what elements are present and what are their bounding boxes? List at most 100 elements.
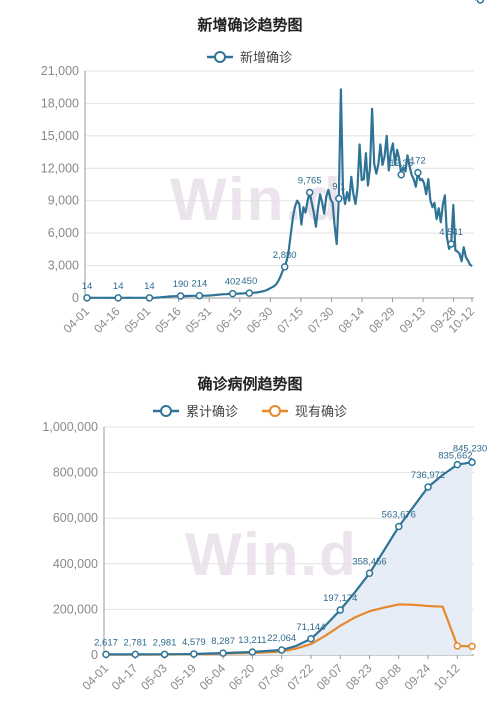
x-tick-label: 06-04 <box>197 661 229 693</box>
data-label: 402 <box>225 277 241 288</box>
data-point <box>131 650 140 659</box>
data-label: 172 <box>410 156 426 167</box>
data-point <box>245 289 254 297</box>
data-label: 736,972 <box>411 470 445 481</box>
y-tick-label: 200,000 <box>53 602 98 616</box>
data-label: 214 <box>191 279 207 290</box>
data-label: 358,456 <box>352 556 386 567</box>
data-point <box>414 168 422 177</box>
data-point <box>476 0 485 4</box>
data-point <box>195 291 204 300</box>
legend-label: 现有确诊 <box>295 405 347 420</box>
x-tick-label: 07-30 <box>305 304 337 336</box>
data-point <box>305 188 314 197</box>
data-label: 8,287 <box>211 636 235 647</box>
x-tick-label: 10-12 <box>431 661 463 693</box>
data-point <box>176 292 185 300</box>
data-label: 450 <box>241 276 257 287</box>
x-tick-label: 09-24 <box>402 661 434 693</box>
x-tick-label: 05-31 <box>183 304 215 336</box>
data-label: 71,144 <box>296 622 325 633</box>
y-tick-label: 6,000 <box>48 226 79 240</box>
data-point <box>145 294 154 302</box>
x-tick-label: 06-30 <box>244 304 276 336</box>
data-label: 2,880 <box>273 250 297 261</box>
data-label: 9,1 <box>332 182 345 193</box>
x-tick-label: 05-16 <box>152 304 184 336</box>
x-tick-label: 05-03 <box>138 661 170 693</box>
data-point <box>395 522 403 531</box>
data-point-active <box>468 642 476 651</box>
chart-title: 新增确诊趋势图 <box>197 16 303 34</box>
x-tick-label: 04-17 <box>109 661 141 693</box>
cases-trend-chart: Win.d 累计确诊 现有确诊 0 200,000 400,000 600,000 800,… <box>0 365 500 712</box>
new-cases-chart-canvas: 新增确诊 0 3,000 6,000 9,000 12,000 15,000 18,000 21… <box>41 0 492 336</box>
data-point <box>447 240 455 248</box>
data-label: 190 <box>173 279 189 290</box>
x-tick-label: 08-29 <box>366 304 398 336</box>
y-tick-label: 600,000 <box>53 511 98 525</box>
series-line-new-cases <box>87 88 473 299</box>
y-tick-label: 0 <box>91 648 98 662</box>
data-label: 13,211 <box>238 635 266 646</box>
x-tick-label: 05-19 <box>167 661 199 693</box>
x-tick-label: 07-15 <box>274 304 306 336</box>
data-point <box>424 483 432 491</box>
data-point <box>280 263 289 271</box>
x-tick-label: 06-20 <box>226 661 258 693</box>
data-label: 845,230 <box>453 443 487 454</box>
y-tick-label: 3,000 <box>48 259 79 273</box>
chart-title: 确诊病例趋势图 <box>197 375 303 393</box>
cases-trend-chart-canvas: 累计确诊 现有确诊 0 200,000 400,000 600,000 800,000 1,0… <box>42 405 487 693</box>
y-tick-label: 400,000 <box>53 557 98 571</box>
legend-label: 累计确诊 <box>186 405 238 420</box>
data-point <box>335 194 343 203</box>
watermark: Win.d <box>185 521 358 588</box>
watermark: Win.d <box>170 166 343 233</box>
data-point <box>114 294 122 302</box>
y-tick-label: 1,000,000 <box>42 420 98 434</box>
data-label: 197,174 <box>323 593 357 604</box>
y-tick-label: 18,000 <box>41 96 79 110</box>
data-point <box>365 569 374 578</box>
data-point <box>219 649 227 657</box>
data-point <box>160 650 169 659</box>
data-label: 2,781 <box>123 637 147 648</box>
data-label: 2,981 <box>153 637 177 648</box>
data-label: 12,35 <box>389 158 413 169</box>
x-tick-label: 08-23 <box>343 661 375 693</box>
legend-marker-icon <box>214 51 226 63</box>
x-tick-label: 04-16 <box>91 304 123 336</box>
x-tick-label: 07-06 <box>255 661 287 693</box>
x-tick-label: 07-22 <box>284 661 316 693</box>
y-tick-label: 21,000 <box>41 64 79 78</box>
data-point <box>468 458 476 467</box>
data-point <box>102 650 110 659</box>
data-label: 14 <box>82 281 93 292</box>
legend-marker-icon <box>269 405 281 417</box>
data-point <box>307 635 315 643</box>
x-tick-label: 09-08 <box>372 661 404 693</box>
x-tick-label: 09-13 <box>397 304 429 336</box>
y-tick-label: 12,000 <box>41 161 79 175</box>
cumulative-area <box>106 462 472 655</box>
data-point <box>336 606 344 614</box>
x-tick-label: 08-14 <box>336 304 368 336</box>
data-label: 14 <box>144 281 155 292</box>
data-label: 14 <box>113 281 124 292</box>
data-point <box>228 289 237 298</box>
x-tick-label: 08-07 <box>314 661 346 693</box>
data-label: 2,949 <box>468 0 492 3</box>
legend-label: 新增确诊 <box>240 50 292 66</box>
data-label: 4,541 <box>439 227 463 238</box>
data-point <box>83 294 91 302</box>
y-tick-label: 15,000 <box>41 129 79 143</box>
x-tick-label: 05-01 <box>122 304 154 336</box>
data-label: 563,676 <box>382 509 416 520</box>
data-label: 4,579 <box>182 637 206 648</box>
y-tick-label: 800,000 <box>53 466 98 480</box>
data-label: 22,064 <box>267 633 296 644</box>
data-point <box>190 650 198 658</box>
data-point <box>453 460 462 469</box>
data-point <box>248 648 257 656</box>
